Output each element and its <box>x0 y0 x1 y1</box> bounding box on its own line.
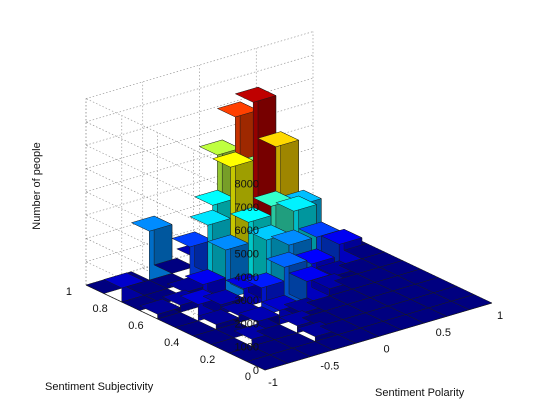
bar <box>139 298 181 320</box>
grid-line <box>85 54 314 123</box>
x-tick-label: -1 <box>268 377 278 389</box>
y-axis-title: Sentiment Subjectivity <box>45 381 154 393</box>
bar-top-face <box>189 209 231 226</box>
z-tick-label: 1000 <box>235 342 259 354</box>
z-tick-label: 5000 <box>235 249 259 261</box>
bar-top-face <box>199 139 241 156</box>
bar <box>197 309 240 330</box>
x-tick-label: -0.5 <box>320 360 339 372</box>
bar-top-face <box>194 189 236 206</box>
bar-top-face <box>243 272 285 289</box>
bar-top-face <box>235 86 277 103</box>
y-tick-label: 0 <box>245 371 251 383</box>
x-axis-title: Sentiment Polarity <box>375 387 465 399</box>
bars-group <box>85 86 493 371</box>
y-tick-label: 0.2 <box>200 354 215 366</box>
z-axis-title: Number of people <box>31 142 43 229</box>
bar-top-face <box>451 294 493 310</box>
z-tick-label: 0 <box>253 365 259 377</box>
grid-line <box>85 144 266 231</box>
z-tick-label: 7000 <box>235 202 259 214</box>
grid-line <box>85 168 266 254</box>
grid-line <box>85 77 314 146</box>
bar-top-face <box>266 251 308 268</box>
x-tick-label: 0 <box>383 344 389 356</box>
bar-top-face <box>131 215 173 232</box>
bar-top-face <box>238 306 280 323</box>
y-tick-label: 1 <box>66 286 72 298</box>
x-tick-label: 1 <box>497 310 503 322</box>
bar-top-face <box>270 229 312 246</box>
bar-top-face <box>321 228 363 245</box>
bar-top-face <box>257 131 299 148</box>
bar <box>153 257 195 274</box>
z-tick-label: 6000 <box>235 225 259 237</box>
z-tick-label: 8000 <box>235 179 259 191</box>
bar-top-face <box>171 231 213 248</box>
z-tick-label: 3000 <box>235 295 259 307</box>
z-tick-label: 2000 <box>235 318 259 330</box>
bar-top-face <box>207 234 249 251</box>
grid-line <box>85 214 266 301</box>
grid-line <box>85 121 266 208</box>
y-tick-label: 0.8 <box>93 303 108 315</box>
grid-line <box>85 191 266 278</box>
z-tick-label: 4000 <box>235 272 259 284</box>
bar-top-face <box>139 298 181 315</box>
y-tick-label: 0.6 <box>128 320 143 332</box>
grid-line <box>85 31 314 99</box>
bar-top-face <box>275 195 317 212</box>
axis-labels: 0 1000 2000 3000 4000 5000 6000 7000 8000 -1 -0.5 0… <box>66 179 503 389</box>
x-tick-label: 0.5 <box>436 327 451 339</box>
grid-line <box>85 98 266 184</box>
bar-top-face <box>217 101 259 118</box>
bar-top-face <box>230 206 272 223</box>
y-tick-label: 0.4 <box>164 337 179 349</box>
bar-top-face <box>212 151 254 168</box>
bar-top-face <box>202 289 244 306</box>
bar-top-face <box>184 269 226 285</box>
bar <box>451 294 493 310</box>
bar-top-face <box>197 309 240 325</box>
bar-top-face <box>153 257 195 274</box>
